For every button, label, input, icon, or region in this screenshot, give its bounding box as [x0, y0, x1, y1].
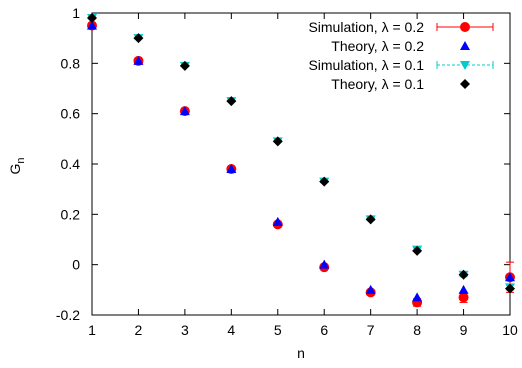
data-point-series-2 [365, 284, 376, 294]
y-tick-label: 1 [72, 5, 80, 21]
legend-label: Simulation, λ = 0.1 [308, 57, 424, 73]
data-point-series-4 [412, 245, 423, 256]
legend-label: Simulation, λ = 0.2 [308, 19, 424, 35]
error-bars [88, 16, 514, 307]
x-tick-label: 10 [502, 322, 518, 338]
data-point-series-4 [87, 13, 97, 24]
data-point-series-2 [319, 259, 330, 269]
axis-ticks: 1 2 3 4 5 6 7 8 9 10 -0.2 0 0.2 0.4 0.6 0.8 1 [56, 5, 518, 338]
x-tick-label: 8 [413, 322, 421, 338]
y-axis-label-subscript: n [15, 157, 27, 163]
data-point-series-2 [87, 20, 97, 30]
y-axis-label: Gn [7, 157, 27, 174]
data-point-series-4 [179, 60, 190, 71]
data-point-series-1 [458, 292, 469, 303]
y-tick-label: 0.2 [61, 206, 81, 222]
legend-label: Theory, λ = 0.1 [331, 76, 424, 92]
legend-marker [460, 61, 470, 70]
y-tick-label: 0.8 [61, 55, 81, 71]
legend-marker [460, 79, 470, 89]
x-tick-label: 7 [367, 322, 375, 338]
data-point-series-4 [319, 176, 330, 187]
x-tick-label: 2 [135, 322, 143, 338]
y-tick-label: 0 [72, 257, 80, 273]
x-tick-label: 4 [227, 322, 235, 338]
data-point-series-2 [412, 292, 423, 302]
data-point-series-4 [458, 269, 469, 280]
data-point-series-4 [505, 283, 515, 294]
x-axis-label: n [297, 345, 305, 361]
data-point-series-2 [458, 284, 469, 294]
legend-marker [460, 22, 470, 32]
x-tick-label: 1 [88, 322, 96, 338]
data-point-series-2 [179, 106, 190, 116]
data-point-series-4 [365, 214, 376, 225]
svg-text:Gn: Gn [7, 157, 27, 174]
x-tick-label: 6 [320, 322, 328, 338]
data-point-series-2 [133, 55, 144, 65]
x-tick-label: 5 [274, 322, 282, 338]
data-point-series-2 [505, 272, 515, 282]
y-axis-label-main: G [7, 164, 23, 175]
legend-marker [460, 41, 470, 50]
legend-label: Theory, λ = 0.2 [331, 38, 424, 54]
legend: Simulation, λ = 0.2 Theory, λ = 0.2 Simula… [308, 19, 494, 92]
plot-frame [91, 12, 511, 316]
data-point-series-4 [226, 96, 237, 107]
data-point-series-4 [272, 136, 283, 147]
data-points [87, 13, 515, 308]
y-tick-label: 0.6 [61, 106, 81, 122]
data-point-series-2 [226, 164, 237, 174]
x-tick-label: 9 [460, 322, 468, 338]
y-tick-label: -0.2 [56, 307, 80, 323]
data-point-series-4 [133, 33, 144, 44]
y-tick-label: 0.4 [61, 156, 81, 172]
data-point-series-2 [272, 216, 283, 226]
x-tick-label: 3 [181, 322, 189, 338]
